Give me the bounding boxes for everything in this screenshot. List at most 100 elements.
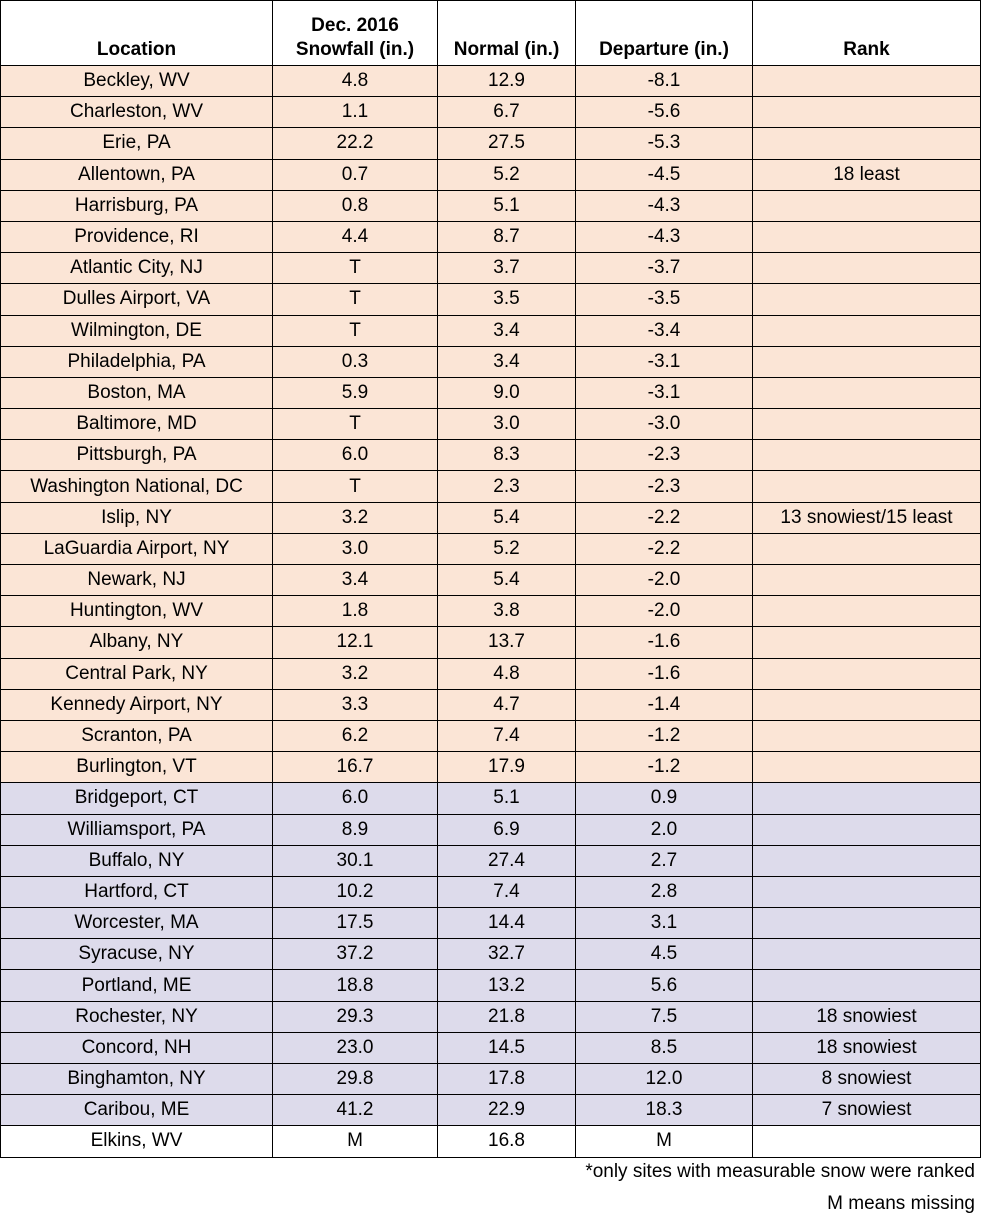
table-row: Baltimore, MD T 3.0 -3.0 xyxy=(0,408,981,441)
table-cell: 5.2 xyxy=(437,158,576,191)
table-row: Newark, NJ 3.4 5.4 -2.0 xyxy=(0,563,981,597)
table-cell: -3.5 xyxy=(575,283,753,316)
table-cell xyxy=(752,751,981,784)
table-row: Worcester, MA 17.5 14.4 3.1 xyxy=(0,907,981,940)
table-header: Location Dec. 2016 Snowfall (in.) Normal (… xyxy=(0,0,981,66)
table-cell: -2.0 xyxy=(575,595,753,628)
table-cell: -1.6 xyxy=(575,657,753,690)
table-cell xyxy=(752,875,981,909)
table-row: Wilmington, DE T 3.4 -3.4 xyxy=(0,314,981,347)
table-cell: Beckley, WV xyxy=(0,64,273,98)
table-cell xyxy=(752,189,981,222)
table-cell: -3.1 xyxy=(575,376,753,410)
table-cell: 0.9 xyxy=(575,782,753,815)
table-cell: 18 snowiest xyxy=(752,1031,981,1065)
table-cell: 10.2 xyxy=(272,875,438,909)
table-cell: -2.3 xyxy=(575,439,753,472)
table-row: Erie, PA 22.2 27.5 -5.3 xyxy=(0,127,981,160)
table-cell: 4.8 xyxy=(272,64,438,98)
table-row: Portland, ME 18.8 13.2 5.6 xyxy=(0,969,981,1002)
table-row: Binghamton, NY 29.8 17.8 12.0 8 snowiest xyxy=(0,1062,981,1096)
table-cell xyxy=(752,439,981,472)
header-row: Location Dec. 2016 Snowfall (in.) Normal (… xyxy=(0,0,981,66)
table-cell: Charleston, WV xyxy=(0,96,273,129)
table-cell: Atlantic City, NJ xyxy=(0,252,273,285)
table-cell xyxy=(752,345,981,378)
table-row: Caribou, ME 41.2 22.9 18.3 7 snowiest xyxy=(0,1094,981,1127)
table-cell: 3.2 xyxy=(272,657,438,690)
table-cell: Caribou, ME xyxy=(0,1094,273,1127)
table-cell: Wilmington, DE xyxy=(0,314,273,347)
table-cell: -4.3 xyxy=(575,220,753,254)
table-cell: 6.0 xyxy=(272,439,438,472)
table-cell: -2.3 xyxy=(575,470,753,503)
table-row: Philadelphia, PA 0.3 3.4 -3.1 xyxy=(0,345,981,378)
table-cell xyxy=(752,64,981,98)
table-cell: 12.0 xyxy=(575,1062,753,1096)
table-cell: 30.1 xyxy=(272,844,438,877)
snowfall-table: Location Dec. 2016 Snowfall (in.) Normal (… xyxy=(0,0,981,1158)
table-cell: Dulles Airport, VA xyxy=(0,283,273,316)
table-cell: 13.7 xyxy=(437,626,576,659)
table-cell xyxy=(752,376,981,410)
table-cell: 7.4 xyxy=(437,719,576,753)
table-cell: 7.4 xyxy=(437,875,576,909)
table-cell: 5.4 xyxy=(437,501,576,534)
table-cell: Scranton, PA xyxy=(0,719,273,753)
table-cell xyxy=(752,688,981,721)
table-cell: Allentown, PA xyxy=(0,158,273,191)
table-cell: 8.5 xyxy=(575,1031,753,1065)
table-cell: 5.2 xyxy=(437,532,576,566)
table-cell: 3.0 xyxy=(437,408,576,441)
table-cell: 6.0 xyxy=(272,782,438,815)
table-cell: 18.8 xyxy=(272,969,438,1002)
footnote: M means missing xyxy=(827,1193,975,1214)
table-row: Providence, RI 4.4 8.7 -4.3 xyxy=(0,220,981,254)
table-cell: -4.3 xyxy=(575,189,753,222)
table-cell: Washington National, DC xyxy=(0,470,273,503)
table-cell: Binghamton, NY xyxy=(0,1062,273,1096)
table-cell: 0.3 xyxy=(272,345,438,378)
table-cell: 3.5 xyxy=(437,283,576,316)
table-cell: 4.5 xyxy=(575,938,753,971)
table-cell: Islip, NY xyxy=(0,501,273,534)
table-cell: Erie, PA xyxy=(0,127,273,160)
table-cell: 1.1 xyxy=(272,96,438,129)
table-cell: 5.6 xyxy=(575,969,753,1002)
table-cell: 27.4 xyxy=(437,844,576,877)
table-row: Beckley, WV 4.8 12.9 -8.1 xyxy=(0,64,981,98)
table-cell: -1.2 xyxy=(575,751,753,784)
table-cell: Harrisburg, PA xyxy=(0,189,273,222)
table-cell xyxy=(752,907,981,940)
table-row: Harrisburg, PA 0.8 5.1 -4.3 xyxy=(0,189,981,222)
table-cell: M xyxy=(575,1125,753,1158)
table-cell: 7.5 xyxy=(575,1000,753,1033)
column-header: Normal (in.) xyxy=(437,0,576,66)
table-cell: Hartford, CT xyxy=(0,875,273,909)
table-row: Concord, NH 23.0 14.5 8.5 18 snowiest xyxy=(0,1031,981,1065)
table-cell: 18.3 xyxy=(575,1094,753,1127)
table-cell: -3.4 xyxy=(575,314,753,347)
table-cell: 22.9 xyxy=(437,1094,576,1127)
table-row: Williamsport, PA 8.9 6.9 2.0 xyxy=(0,813,981,846)
table-cell: -3.7 xyxy=(575,252,753,285)
table-cell: 5.9 xyxy=(272,376,438,410)
table-cell: Burlington, VT xyxy=(0,751,273,784)
table-row: Dulles Airport, VA T 3.5 -3.5 xyxy=(0,283,981,316)
table-cell: Rochester, NY xyxy=(0,1000,273,1033)
table-cell: -1.4 xyxy=(575,688,753,721)
table-cell: 6.2 xyxy=(272,719,438,753)
table-cell: T xyxy=(272,252,438,285)
table-cell: 6.7 xyxy=(437,96,576,129)
table-row: Atlantic City, NJ T 3.7 -3.7 xyxy=(0,252,981,285)
table-cell: Elkins, WV xyxy=(0,1125,273,1158)
table-cell: 18 least xyxy=(752,158,981,191)
table-cell: 3.1 xyxy=(575,907,753,940)
table-cell: Boston, MA xyxy=(0,376,273,410)
table-cell: 23.0 xyxy=(272,1031,438,1065)
table-row: Burlington, VT 16.7 17.9 -1.2 xyxy=(0,751,981,784)
table-cell xyxy=(752,252,981,285)
table-cell: M xyxy=(272,1125,438,1158)
table-cell: T xyxy=(272,283,438,316)
table-cell: -1.2 xyxy=(575,719,753,753)
